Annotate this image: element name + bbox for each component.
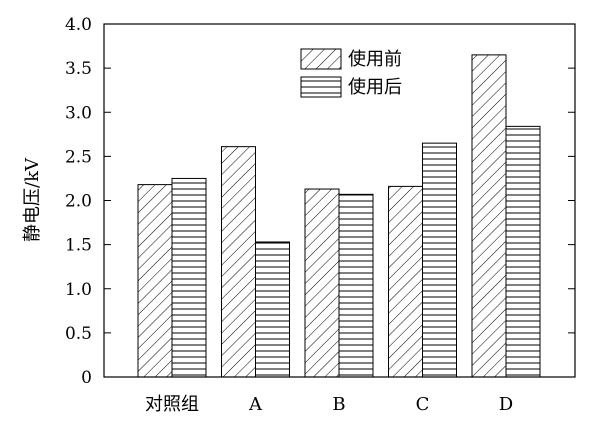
y-tick-label: 2.0 bbox=[65, 192, 92, 212]
bar-after-4 bbox=[505, 125, 541, 378]
y-axis: 0 0.5 1.0 1.5 2.0 2.5 3.0 3.5 4.0 bbox=[65, 15, 575, 388]
legend-swatch bbox=[300, 76, 342, 98]
bar-before-3 bbox=[388, 185, 423, 378]
legend-swatch bbox=[300, 48, 342, 70]
y-tick-label: 0.5 bbox=[65, 324, 92, 344]
y-tick-label: 1.0 bbox=[65, 280, 92, 300]
y-tick-label: 3.5 bbox=[65, 59, 92, 79]
x-tick-label: D bbox=[499, 394, 513, 415]
x-tick-label: B bbox=[332, 394, 345, 415]
bar-before-4 bbox=[471, 54, 507, 378]
bar-before-2 bbox=[304, 188, 340, 378]
x-tick-label: C bbox=[416, 394, 430, 415]
bar-after-0 bbox=[171, 177, 207, 378]
legend-label: 使用前 bbox=[348, 49, 402, 70]
bar-after-1 bbox=[255, 241, 290, 378]
legend-label: 使用后 bbox=[348, 77, 402, 98]
y-axis-label: 静电压/kV bbox=[22, 157, 43, 242]
x-tick-label: A bbox=[248, 394, 263, 415]
y-tick-label: 4.0 bbox=[65, 15, 92, 35]
bar-before-1 bbox=[221, 146, 256, 378]
x-axis: 对照组 A B C D bbox=[145, 371, 513, 415]
bar-after-3 bbox=[422, 142, 457, 378]
bars-group bbox=[137, 54, 541, 378]
y-tick-label: 3.0 bbox=[65, 103, 92, 123]
y-tick-label: 0 bbox=[81, 368, 92, 388]
bar-before-0 bbox=[137, 184, 173, 378]
y-tick-label: 2.5 bbox=[65, 147, 92, 167]
bar-after-2 bbox=[338, 193, 374, 378]
x-tick-label: 对照组 bbox=[145, 394, 199, 415]
y-tick-label: 1.5 bbox=[65, 236, 92, 256]
